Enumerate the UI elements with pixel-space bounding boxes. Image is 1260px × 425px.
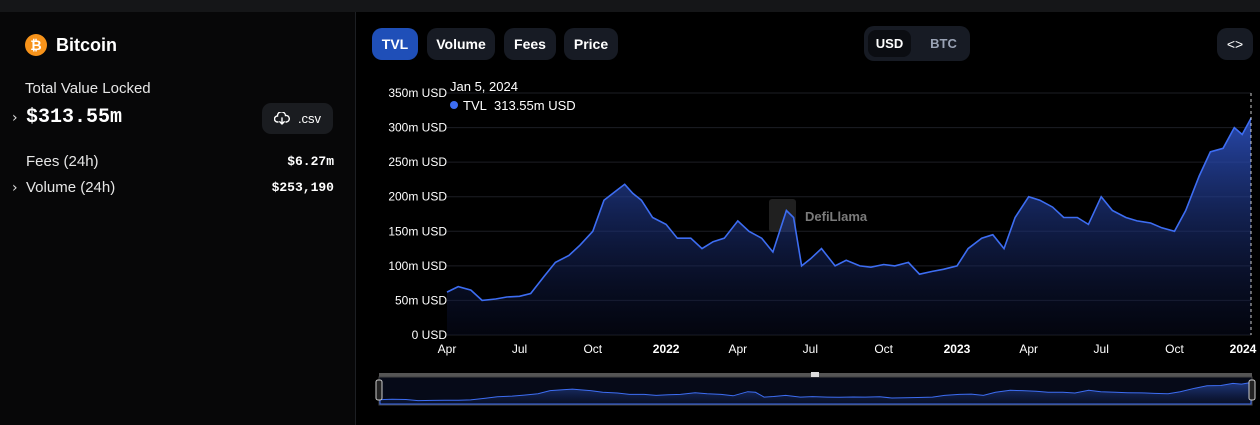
chart-tooltip: Jan 5, 2024 TVL 313.55m USD bbox=[450, 79, 576, 113]
tooltip-series-name: TVL bbox=[463, 98, 487, 113]
x-tick-label: Jul bbox=[803, 342, 818, 356]
y-axis: 0 USD 50m USD 100m USD 150m USD 200m USD 250m… bbox=[388, 86, 447, 342]
metric-value: $6.27m bbox=[287, 154, 334, 169]
currency-toggle: USD BTC bbox=[864, 26, 970, 61]
tvl-area bbox=[447, 118, 1251, 335]
top-bar bbox=[0, 0, 1260, 12]
tvl-label: Total Value Locked bbox=[25, 80, 151, 97]
range-slider[interactable] bbox=[375, 372, 1256, 406]
y-tick-label: 100m USD bbox=[388, 259, 447, 273]
range-handle-right[interactable] bbox=[1248, 379, 1256, 401]
x-tick-label: Jul bbox=[512, 342, 527, 356]
tab-volume[interactable]: Volume bbox=[427, 28, 495, 60]
protocol-summary-panel: ₿ Bitcoin Total Value Locked › $313.55m … bbox=[0, 12, 356, 425]
currency-btc-button[interactable]: BTC bbox=[930, 36, 957, 51]
y-tick-label: 50m USD bbox=[395, 293, 447, 307]
watermark-text: DefiLlama bbox=[805, 209, 868, 224]
y-tick-label: 350m USD bbox=[388, 86, 447, 100]
tab-fees[interactable]: Fees bbox=[504, 28, 556, 60]
x-tick-label: 2022 bbox=[653, 342, 680, 356]
tooltip-value: 313.55m USD bbox=[494, 98, 576, 113]
y-tick-label: 0 USD bbox=[412, 328, 448, 342]
chevron-right-icon[interactable]: › bbox=[12, 179, 18, 196]
tab-price[interactable]: Price bbox=[564, 28, 618, 60]
x-tick-label: Apr bbox=[728, 342, 747, 356]
range-slider-grip[interactable] bbox=[811, 372, 819, 377]
x-tick-label: Oct bbox=[583, 342, 602, 356]
metric-label: Volume (24h) bbox=[26, 179, 116, 196]
currency-usd-button[interactable]: USD bbox=[868, 30, 911, 57]
metric-row-fees: Fees (24h) $6.27m bbox=[12, 153, 334, 170]
download-cloud-icon bbox=[273, 111, 290, 125]
protocol-header: ₿ Bitcoin bbox=[25, 34, 117, 56]
tvl-value-row[interactable]: › $313.55m bbox=[12, 106, 122, 129]
x-tick-label: 2023 bbox=[944, 342, 971, 356]
range-slider-preview bbox=[379, 381, 1252, 405]
x-tick-label: Oct bbox=[874, 342, 893, 356]
x-tick-label: Oct bbox=[1165, 342, 1184, 356]
y-tick-label: 250m USD bbox=[388, 155, 447, 169]
x-axis: Apr Jul Oct 2022 Apr Jul Oct 2023 Apr Jul Oct 2024 bbox=[438, 342, 1257, 356]
tooltip-series-marker bbox=[450, 101, 458, 109]
y-tick-label: 150m USD bbox=[388, 224, 447, 238]
range-handle-left[interactable] bbox=[375, 379, 383, 401]
code-icon: <> bbox=[1226, 36, 1244, 52]
tvl-line bbox=[446, 117, 1252, 302]
x-tick-label: Apr bbox=[1019, 342, 1038, 356]
chevron-right-icon[interactable]: › bbox=[12, 109, 18, 126]
embed-code-button[interactable]: <> bbox=[1217, 28, 1253, 60]
tooltip-date: Jan 5, 2024 bbox=[450, 79, 518, 94]
y-tick-label: 300m USD bbox=[388, 121, 447, 135]
tvl-value: $313.55m bbox=[26, 106, 123, 129]
x-tick-label: Apr bbox=[438, 342, 457, 356]
csv-button-label: .csv bbox=[297, 111, 322, 126]
download-csv-button[interactable]: .csv bbox=[262, 103, 333, 134]
protocol-name: Bitcoin bbox=[56, 34, 117, 55]
bitcoin-logo-icon: ₿ bbox=[25, 34, 47, 56]
y-tick-label: 200m USD bbox=[388, 190, 447, 204]
metric-row-volume[interactable]: › Volume (24h) $253,190 bbox=[12, 179, 334, 196]
x-tick-label: 2024 bbox=[1230, 342, 1257, 356]
metric-label: Fees (24h) bbox=[26, 153, 99, 170]
metric-value: $253,190 bbox=[271, 180, 334, 195]
tab-tvl[interactable]: TVL bbox=[372, 28, 418, 60]
x-tick-label: Jul bbox=[1094, 342, 1109, 356]
